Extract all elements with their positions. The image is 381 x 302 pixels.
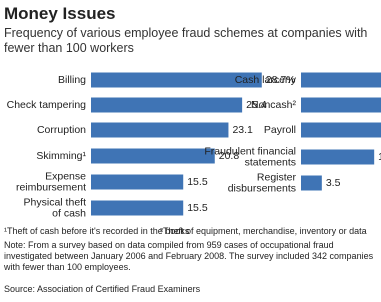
category-label: Noncash² [251,99,296,111]
value-label: 25.4 [246,99,267,111]
value-label: 3.5 [326,177,341,189]
category-label: Corruption [37,124,86,136]
title: Money Issues [4,4,116,23]
category-label: Physical theft of cash [24,196,87,219]
bar [91,72,262,88]
category-label: Payroll [264,124,296,136]
bar [301,175,322,191]
footnote: ²Theft of equipment, merchandise, invent… [160,226,367,236]
category-label: Skimming¹ [36,150,86,162]
bar [91,148,215,164]
category-label: Check tampering [7,99,87,111]
value-label: 12.3 [378,151,381,163]
bar [301,122,381,138]
value-label: 15.5 [187,202,208,214]
category-label: Expense reimbursement [16,170,86,193]
category-label: Billing [58,74,86,86]
value-label: 28.7% [266,74,296,86]
bar [301,149,375,165]
subtitle: Frequency of various employee fraud sche… [4,26,368,55]
bar [91,97,243,113]
value-label: 20.8 [219,150,240,162]
bar [91,200,184,216]
category-label: Fraudulent financial statements [204,145,296,168]
footnote: ¹Theft of cash before it's recorded in t… [4,226,190,236]
value-label: 15.5 [187,176,208,188]
bar [301,97,381,113]
bar [91,174,184,190]
bar [91,122,229,138]
category-label: Register disbursements [228,171,297,194]
value-label: 23.1 [232,124,253,136]
note: Note: From a survey based on data compil… [4,240,374,272]
source: Source: Association of Certified Fraud E… [4,284,201,294]
bar [301,72,381,88]
category-label: Cash larceny [235,74,297,86]
